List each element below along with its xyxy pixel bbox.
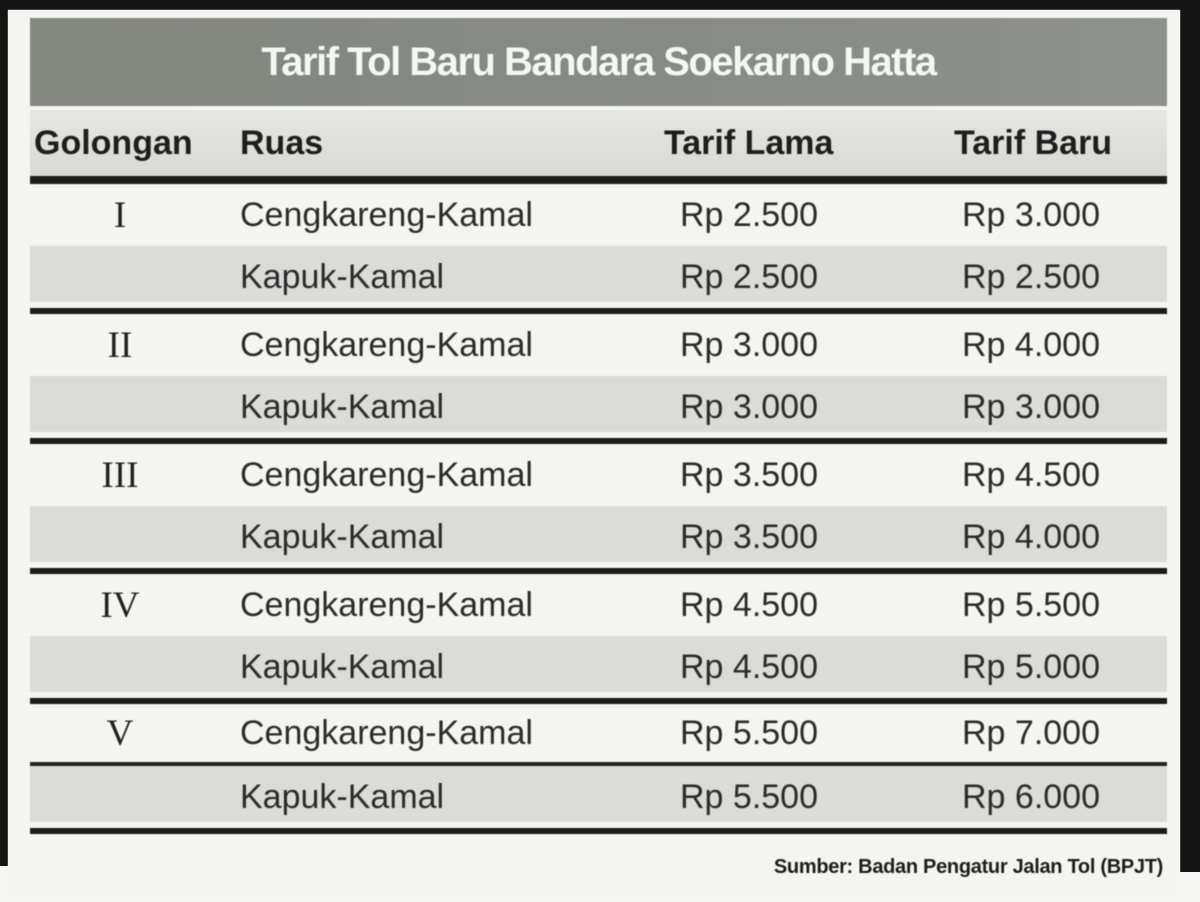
cell-tarif-lama: Rp 3.000	[680, 325, 818, 364]
header-tarif-baru: Tarif Baru	[954, 123, 1113, 162]
group-golongan-iii: III Cengkareng-Kamal Rp 3.500 Rp 4.500 K…	[30, 444, 1167, 574]
cell-tarif-lama: Rp 2.500	[680, 257, 818, 296]
photo-edge-left	[0, 8, 8, 866]
cell-tarif-baru: Rp 4.500	[962, 455, 1100, 494]
cell-tarif-baru: Rp 7.000	[962, 713, 1100, 752]
cell-tarif-lama: Rp 3.000	[680, 387, 818, 426]
cell-ruas: Kapuk-Kamal	[240, 517, 445, 556]
cell-tarif-baru: Rp 5.000	[962, 647, 1100, 686]
table-header-row: Golongan Ruas Tarif Lama Tarif Baru	[30, 110, 1167, 184]
group-golongan-ii: II Cengkareng-Kamal Rp 3.000 Rp 4.000 Ka…	[30, 314, 1167, 444]
cell-ruas: Cengkareng-Kamal	[240, 455, 533, 494]
cell-tarif-baru: Rp 3.000	[962, 387, 1100, 426]
cell-ruas: Cengkareng-Kamal	[240, 713, 533, 752]
title-bar: Tarif Tol Baru Bandara Soekarno Hatta	[30, 18, 1167, 106]
page-title: Tarif Tol Baru Bandara Soekarno Hatta	[261, 39, 937, 84]
table-row: I Cengkareng-Kamal Rp 2.500 Rp 3.000	[30, 184, 1167, 246]
cell-ruas: Kapuk-Kamal	[240, 647, 445, 686]
cell-tarif-lama: Rp 5.500	[680, 713, 818, 752]
cell-tarif-lama: Rp 3.500	[680, 455, 818, 494]
cell-tarif-baru: Rp 2.500	[962, 257, 1100, 296]
header-tarif-lama: Tarif Lama	[664, 123, 834, 162]
group-golongan-v: V Cengkareng-Kamal Rp 5.500 Rp 7.000 Kap…	[30, 704, 1167, 834]
cell-tarif-baru: Rp 5.500	[962, 585, 1100, 624]
cell-tarif-baru: Rp 4.000	[962, 517, 1100, 556]
cell-tarif-baru: Rp 6.000	[962, 777, 1100, 816]
table-row: Kapuk-Kamal Rp 2.500 Rp 2.500	[30, 246, 1167, 308]
photo-edge-top	[0, 0, 1200, 10]
cell-golongan: II	[107, 324, 133, 366]
cell-tarif-baru: Rp 3.000	[962, 195, 1100, 234]
cell-ruas: Kapuk-Kamal	[240, 387, 445, 426]
table-row: II Cengkareng-Kamal Rp 3.000 Rp 4.000	[30, 314, 1167, 376]
cell-golongan: V	[106, 712, 134, 754]
cell-ruas: Kapuk-Kamal	[240, 777, 445, 816]
cell-tarif-lama: Rp 4.500	[680, 585, 818, 624]
cell-ruas: Kapuk-Kamal	[240, 257, 445, 296]
cell-ruas: Cengkareng-Kamal	[240, 325, 533, 364]
table-body: I Cengkareng-Kamal Rp 2.500 Rp 3.000 Kap…	[30, 184, 1167, 834]
table-row: IV Cengkareng-Kamal Rp 4.500 Rp 5.500	[30, 574, 1167, 636]
table-row: Kapuk-Kamal Rp 3.500 Rp 4.000	[30, 506, 1167, 568]
cell-tarif-lama: Rp 2.500	[680, 195, 818, 234]
source-note: Sumber: Badan Pengatur Jalan Tol (BPJT)	[773, 856, 1163, 878]
group-golongan-iv: IV Cengkareng-Kamal Rp 4.500 Rp 5.500 Ka…	[30, 574, 1167, 704]
table-row: Kapuk-Kamal Rp 4.500 Rp 5.000	[30, 636, 1167, 698]
cell-tarif-lama: Rp 3.500	[680, 517, 818, 556]
table-row: V Cengkareng-Kamal Rp 5.500 Rp 7.000	[30, 704, 1167, 766]
cell-golongan: IV	[100, 584, 140, 626]
cell-ruas: Cengkareng-Kamal	[240, 195, 533, 234]
header-ruas: Ruas	[240, 123, 324, 162]
table-row: Kapuk-Kamal Rp 5.500 Rp 6.000	[30, 766, 1167, 828]
header-golongan: Golongan	[34, 123, 193, 162]
cell-tarif-lama: Rp 5.500	[680, 777, 818, 816]
photo-edge-right	[1180, 4, 1200, 872]
cell-tarif-baru: Rp 4.000	[962, 325, 1100, 364]
cell-golongan: I	[113, 194, 127, 236]
cell-tarif-lama: Rp 4.500	[680, 647, 818, 686]
table-row: III Cengkareng-Kamal Rp 3.500 Rp 4.500	[30, 444, 1167, 506]
cell-ruas: Cengkareng-Kamal	[240, 585, 533, 624]
cell-golongan: III	[101, 454, 139, 496]
table-row: Kapuk-Kamal Rp 3.000 Rp 3.000	[30, 376, 1167, 438]
clipping-sheet: Tarif Tol Baru Bandara Soekarno Hatta Go…	[8, 10, 1180, 902]
group-golongan-i: I Cengkareng-Kamal Rp 2.500 Rp 3.000 Kap…	[30, 184, 1167, 314]
